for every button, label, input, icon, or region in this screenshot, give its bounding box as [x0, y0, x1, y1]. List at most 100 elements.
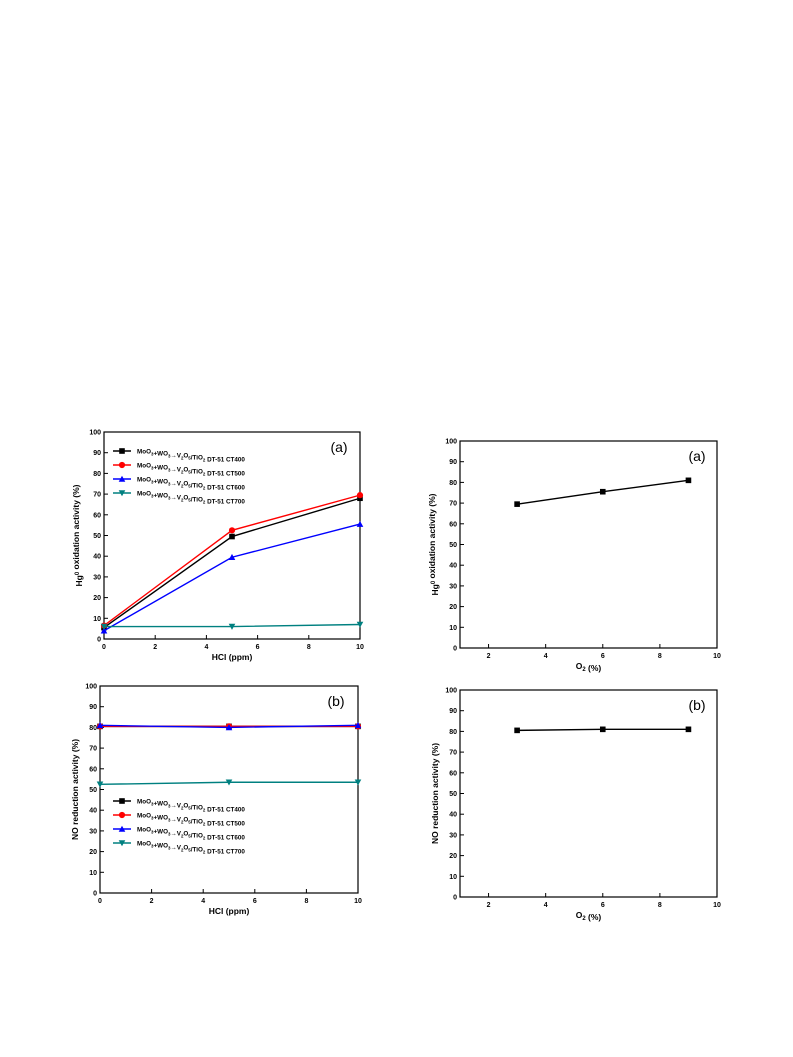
- data-point: [228, 623, 236, 630]
- y-tick-label: 0: [453, 895, 457, 902]
- x-tick-label: 10: [713, 653, 721, 660]
- y-tick-label: 30: [449, 832, 457, 839]
- y-tick-label: 50: [449, 791, 457, 798]
- series-line: [103, 494, 361, 627]
- plot-frame: [459, 440, 718, 649]
- series-2: [96, 722, 362, 731]
- x-tick-label: 2: [153, 644, 157, 651]
- x-tick-label: 2: [487, 902, 491, 909]
- x-axis-title: HCl (ppm): [212, 652, 253, 662]
- legend-marker: [118, 825, 126, 832]
- plot-frame: [459, 689, 718, 898]
- panel-label: (a): [688, 448, 705, 464]
- x-tick-label: 2: [487, 653, 491, 660]
- data-point: [599, 726, 606, 733]
- y-tick-label: 30: [93, 574, 101, 581]
- x-tick-label: 2: [150, 898, 154, 905]
- x-tick-label: 10: [713, 902, 721, 909]
- y-tick-label: 40: [449, 812, 457, 819]
- chart-hcl-no-reduction: 0 10 20 30 40 50 60 70 80 90 100 0 2 4 6 8 10 HCl (ppm) NO…: [70, 684, 362, 917]
- data-point: [96, 722, 104, 729]
- y-tick-label: 60: [93, 512, 101, 519]
- chart-o2-no-reduction: 0 10 20 30 40 50 60 70 80 90 100 2 4 6 8 10 O2 (%) NO red…: [430, 688, 721, 923]
- x-tick-label: 0: [98, 898, 102, 905]
- y-tick-label: 50: [449, 542, 457, 549]
- data-point: [356, 520, 364, 527]
- data-point: [228, 527, 236, 534]
- data-point: [356, 621, 364, 628]
- y-tick-label: 100: [445, 688, 457, 695]
- series-2: [100, 520, 364, 634]
- legend-entry: MoO3+WO3→V2O5/TiO2 DT-51 CT600: [137, 826, 245, 841]
- legend-marker: [118, 811, 126, 819]
- x-tick-label: 6: [601, 902, 605, 909]
- y-tick-label: 70: [89, 746, 97, 753]
- x-tick-label: 8: [307, 644, 311, 651]
- legend-marker: [118, 840, 126, 847]
- legend-entry: MoO3+WO3→V2O5/TiO2 DT-51 CT400: [137, 448, 245, 463]
- y-tick-label: 70: [449, 501, 457, 508]
- data-point: [96, 781, 104, 788]
- x-tick-label: 8: [658, 902, 662, 909]
- series-0: [514, 726, 692, 734]
- data-point: [354, 722, 362, 729]
- y-tick-label: 10: [89, 870, 97, 877]
- series-1: [100, 492, 364, 629]
- x-axis-title: O2 (%): [576, 661, 602, 673]
- y-tick-label: 0: [453, 646, 457, 653]
- data-point: [225, 724, 233, 731]
- x-tick-label: 6: [253, 898, 257, 905]
- y-tick-label: 60: [449, 770, 457, 777]
- series-line: [103, 523, 361, 632]
- y-tick-label: 40: [449, 563, 457, 570]
- y-axis-title: NO reduction activity (%): [70, 739, 80, 840]
- y-tick-label: 20: [89, 849, 97, 856]
- y-tick-label: 50: [89, 787, 97, 794]
- chart-hcl-hg-oxidation: 0 10 20 30 40 50 60 70 80 90 100 0 2 4 6 8 10 HCl (ppm) Hg…: [71, 430, 364, 663]
- y-axis-title: Hg0 oxidation activity (%): [427, 493, 440, 595]
- x-tick-label: 4: [544, 902, 548, 909]
- data-point: [229, 533, 235, 540]
- x-axis-title: HCl (ppm): [209, 906, 250, 916]
- data-point: [514, 501, 520, 507]
- x-tick-label: 10: [356, 644, 364, 651]
- y-tick-label: 10: [93, 616, 101, 623]
- y-tick-label: 20: [449, 853, 457, 860]
- y-tick-label: 100: [85, 684, 97, 691]
- legend-marker: [118, 475, 126, 482]
- legend-marker: [118, 490, 126, 497]
- legend-marker: [119, 448, 125, 454]
- y-tick-label: 30: [449, 583, 457, 590]
- y-tick-label: 90: [449, 459, 457, 466]
- y-tick-label: 70: [93, 492, 101, 499]
- y-axis-title: Hg0 oxidation activity (%): [71, 484, 84, 586]
- legend-marker: [119, 798, 125, 804]
- y-tick-label: 80: [93, 471, 101, 478]
- y-tick-label: 20: [449, 604, 457, 611]
- y-tick-label: 30: [89, 828, 97, 835]
- x-tick-label: 8: [304, 898, 308, 905]
- data-point: [100, 627, 108, 634]
- legend-entry: MoO3+WO3→V2O5/TiO2 DT-51 CT400: [137, 798, 245, 813]
- data-point: [100, 623, 108, 630]
- x-axis-title: O2 (%): [576, 910, 602, 922]
- legend: MoO3+WO3→V2O5/TiO2 DT-51 CT400MoO3+WO3→V…: [113, 448, 245, 505]
- data-point: [225, 779, 233, 786]
- y-tick-label: 100: [89, 430, 101, 437]
- data-point: [357, 495, 363, 502]
- y-tick-label: 90: [449, 708, 457, 715]
- x-tick-label: 10: [354, 898, 362, 905]
- y-tick-label: 80: [89, 725, 97, 732]
- y-tick-label: 50: [93, 533, 101, 540]
- y-tick-label: 60: [89, 766, 97, 773]
- data-point: [599, 488, 606, 495]
- y-tick-label: 0: [97, 637, 101, 644]
- series-3: [100, 621, 364, 630]
- series-0: [514, 477, 692, 507]
- panel-label: (a): [330, 439, 347, 455]
- data-point: [685, 726, 692, 733]
- plot-frame: [99, 685, 359, 894]
- legend-marker: [118, 461, 126, 469]
- data-point: [356, 492, 364, 499]
